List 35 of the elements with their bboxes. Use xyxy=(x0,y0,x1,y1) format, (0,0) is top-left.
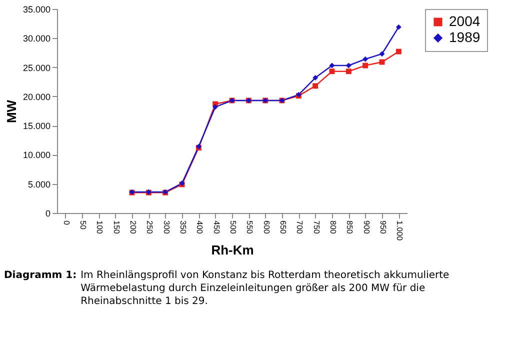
x-tick-label: 850 xyxy=(345,220,354,234)
x-tick-label: 750 xyxy=(312,220,321,234)
x-tick-label: 900 xyxy=(362,220,371,234)
x-tick-label: 700 xyxy=(295,220,304,234)
x-tick-label: 1.000 xyxy=(395,220,404,242)
y-axis-title: MW xyxy=(4,99,19,124)
text: Im Rheinlängsprofil von Konstanz bis Rotterdam theoretisch akkumulierte Wärmebelastung durch Einzeleinleitungen größer als 200 MW für die Rheinabschnitte 1 bis 29. xyxy=(80,269,450,308)
x-tick-label: 600 xyxy=(262,220,271,234)
x-tick-label: 500 xyxy=(228,220,238,234)
x-tick-label: 650 xyxy=(278,220,288,234)
x-tick-label: 250 xyxy=(145,220,154,234)
x-tick-label: 0 xyxy=(62,220,71,226)
y-tick-label: 10.000 xyxy=(22,150,50,160)
x-tick-label: 450 xyxy=(212,220,221,234)
y-tick-label: 15.000 xyxy=(22,121,50,132)
y-tick-label: 35.000 xyxy=(22,4,50,14)
x-tick-label: 200 xyxy=(128,220,138,234)
x-tick-label: 550 xyxy=(245,220,254,234)
y-tick-label: 5.000 xyxy=(28,179,50,190)
y-tick-label: 20.000 xyxy=(22,92,50,102)
x-tick-label: 800 xyxy=(328,220,338,234)
x-tick-label: 100 xyxy=(95,220,104,234)
x-tick-label: 300 xyxy=(162,220,171,234)
y-tick-label: 30.000 xyxy=(22,34,50,44)
x-axis-title: Rh-Km xyxy=(211,242,254,258)
x-tick-label: 50 xyxy=(78,220,88,230)
text: Diagramm 1: xyxy=(4,269,77,283)
legend-label: 2004 xyxy=(449,13,480,29)
y-tick-label: 25.000 xyxy=(22,62,50,73)
x-tick-label: 350 xyxy=(178,220,188,234)
y-tick-label: 0 xyxy=(45,208,50,218)
x-tick-label: 950 xyxy=(378,220,388,234)
x-tick-label: 150 xyxy=(112,220,121,234)
legend-label: 1989 xyxy=(449,29,480,45)
x-tick-label: 400 xyxy=(195,220,204,234)
